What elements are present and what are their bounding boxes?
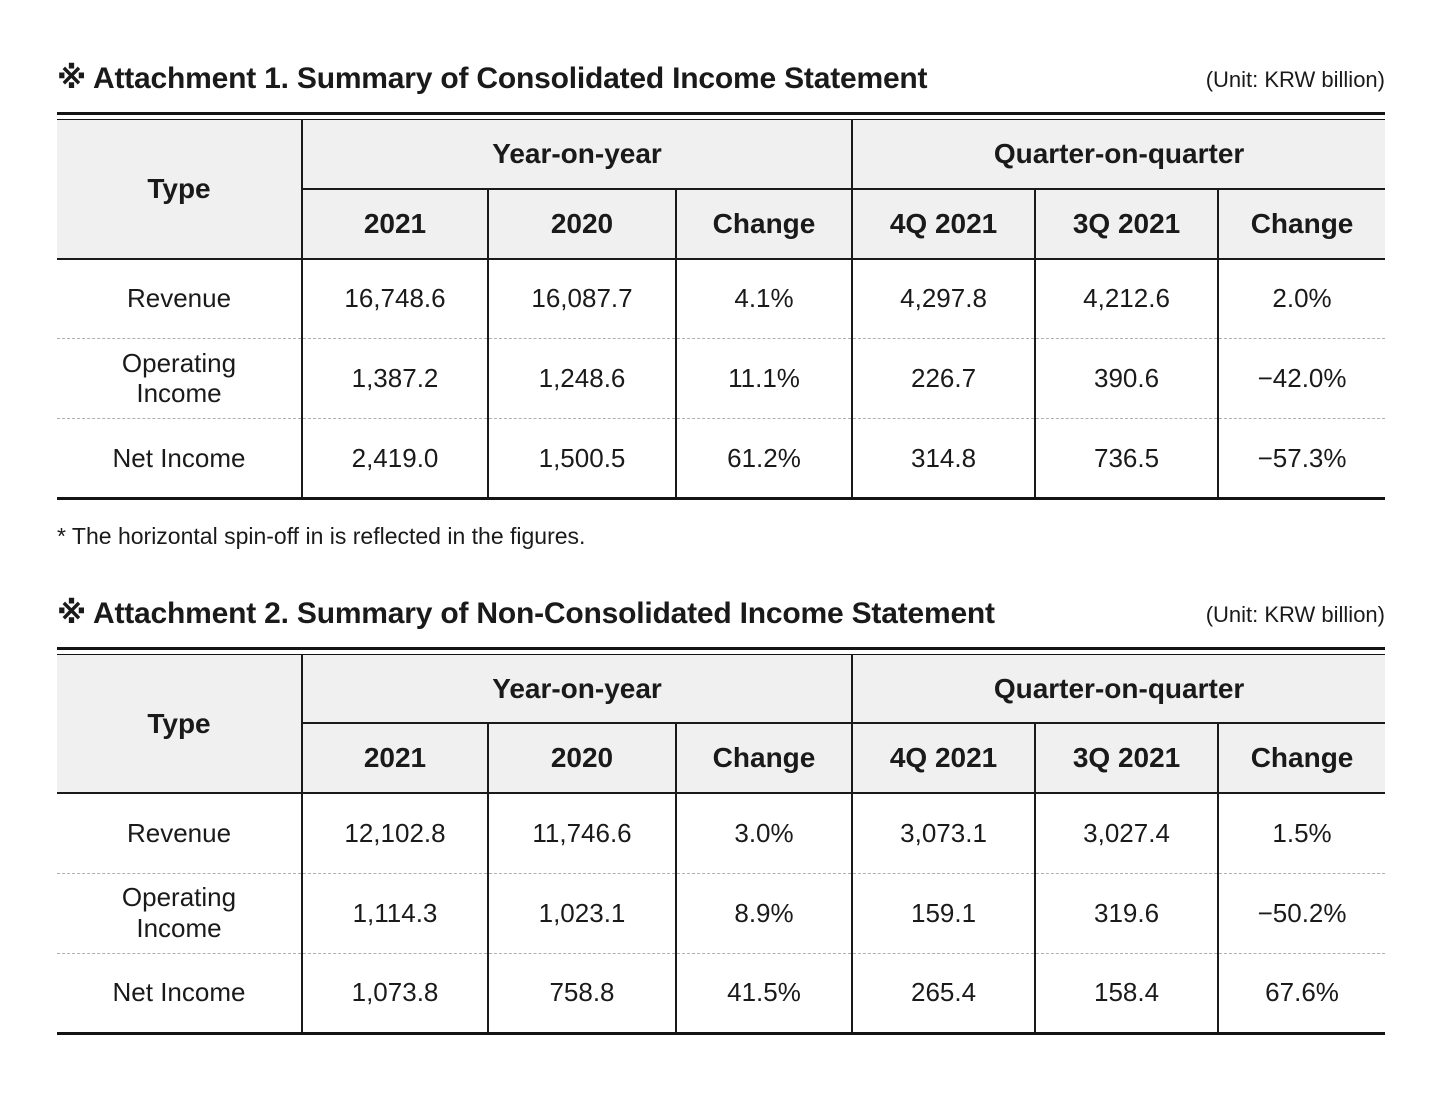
- t2-header-qoq-change: Change: [1217, 723, 1386, 795]
- t1-revenue-qoq-change: 2.0%: [1217, 258, 1386, 339]
- t1-operating-income-2021: 1,387.2: [301, 338, 488, 419]
- attachment-1-title-row: ※ Attachment 1. Summary of Consolidated …: [57, 62, 1385, 95]
- t1-header-4q2021: 4Q 2021: [851, 188, 1036, 260]
- t2-header-yoy-change: Change: [674, 723, 853, 795]
- t2-revenue-2020: 11,746.6: [487, 793, 676, 874]
- t2-net-income-2020: 758.8: [487, 952, 676, 1034]
- non-consolidated-income-table: Type Year-on-year Quarter-on-quarter 202…: [57, 653, 1386, 1035]
- t2-operating-income-3q2021: 319.6: [1034, 872, 1219, 954]
- attachment-2-title: ※ Attachment 2. Summary of Non-Consolida…: [57, 596, 995, 630]
- t1-revenue-yoy-change: 4.1%: [674, 258, 853, 339]
- page: ※ Attachment 1. Summary of Consolidated …: [57, 62, 1386, 1035]
- t1-revenue-4q2021: 4,297.8: [851, 258, 1036, 339]
- t2-revenue-yoy-change: 3.0%: [674, 793, 853, 874]
- t1-operating-income-2020: 1,248.6: [487, 338, 676, 419]
- t2-header-3q2021: 3Q 2021: [1034, 723, 1219, 795]
- t1-header-2021: 2021: [301, 188, 488, 260]
- t1-header-2020: 2020: [487, 188, 676, 260]
- t2-revenue-qoq-change: 1.5%: [1217, 793, 1386, 874]
- t1-revenue-3q2021: 4,212.6: [1034, 258, 1219, 339]
- t2-net-income-label: Net Income: [57, 952, 302, 1034]
- t1-net-income-yoy-change: 61.2%: [674, 418, 853, 499]
- attachment-1-title: ※ Attachment 1. Summary of Consolidated …: [57, 62, 928, 95]
- t2-operating-income-4q2021: 159.1: [851, 872, 1036, 954]
- t1-operating-income-yoy-change: 11.1%: [674, 338, 853, 419]
- t1-net-income-qoq-change: −57.3%: [1217, 418, 1386, 499]
- t2-row-operating-income: Operating Income 1,114.3 1,023.1 8.9% 15…: [57, 872, 1386, 954]
- attachment-1-section: ※ Attachment 1. Summary of Consolidated …: [57, 62, 1386, 551]
- t2-header-type: Type: [57, 654, 302, 795]
- t1-row-revenue: Revenue 16,748.6 16,087.7 4.1% 4,297.8 4…: [57, 258, 1386, 339]
- t1-row-net-income: Net Income 2,419.0 1,500.5 61.2% 314.8 7…: [57, 418, 1386, 499]
- t1-net-income-4q2021: 314.8: [851, 418, 1036, 499]
- t2-header-2021: 2021: [301, 723, 488, 795]
- t2-net-income-4q2021: 265.4: [851, 952, 1036, 1034]
- attachment-2-unit-label: (Unit: KRW billion): [1205, 601, 1385, 627]
- t1-revenue-2020: 16,087.7: [487, 258, 676, 339]
- t1-operating-income-label: Operating Income: [57, 338, 302, 419]
- spin-off-footnote: * The horizontal spin-off in is reflecte…: [57, 523, 586, 549]
- t2-header-2020: 2020: [487, 723, 676, 795]
- non-consolidated-income-table-wrap: Type Year-on-year Quarter-on-quarter 202…: [57, 646, 1386, 1035]
- t2-operating-income-2021: 1,114.3: [301, 872, 488, 954]
- t2-revenue-label: Revenue: [57, 793, 302, 874]
- t1-revenue-label: Revenue: [57, 258, 302, 339]
- t2-header-group-qoq: Quarter-on-quarter: [851, 654, 1386, 725]
- t1-operating-income-3q2021: 390.6: [1034, 338, 1219, 419]
- t2-row-net-income: Net Income 1,073.8 758.8 41.5% 265.4 158…: [57, 952, 1386, 1034]
- t1-revenue-2021: 16,748.6: [301, 258, 488, 339]
- t1-header-type: Type: [57, 119, 302, 260]
- t1-header-qoq-change: Change: [1217, 188, 1386, 260]
- t2-operating-income-2020: 1,023.1: [487, 872, 676, 954]
- t2-net-income-3q2021: 158.4: [1034, 952, 1219, 1034]
- t1-row-operating-income: Operating Income 1,387.2 1,248.6 11.1% 2…: [57, 338, 1386, 419]
- t2-revenue-2021: 12,102.8: [301, 793, 488, 874]
- t1-header-3q2021: 3Q 2021: [1034, 188, 1219, 260]
- t2-operating-income-qoq-change: −50.2%: [1217, 872, 1386, 954]
- t2-net-income-2021: 1,073.8: [301, 952, 488, 1034]
- consolidated-income-table-wrap: Type Year-on-year Quarter-on-quarter 202…: [57, 112, 1386, 500]
- t1-operating-income-4q2021: 226.7: [851, 338, 1036, 419]
- t1-net-income-2021: 2,419.0: [301, 418, 488, 499]
- t2-operating-income-label: Operating Income: [57, 872, 302, 954]
- t1-net-income-3q2021: 736.5: [1034, 418, 1219, 499]
- attachment-2-section: ※ Attachment 2. Summary of Non-Consolida…: [57, 597, 1386, 1035]
- t2-net-income-yoy-change: 41.5%: [674, 952, 853, 1034]
- t1-header-yoy-change: Change: [674, 188, 853, 260]
- t2-header-group-yoy: Year-on-year: [300, 654, 853, 725]
- t1-header-group-qoq: Quarter-on-quarter: [851, 119, 1386, 190]
- t2-header-4q2021: 4Q 2021: [851, 723, 1036, 795]
- attachment-1-unit-label: (Unit: KRW billion): [1205, 67, 1385, 92]
- t1-operating-income-qoq-change: −42.0%: [1217, 338, 1386, 419]
- t1-header-group-yoy: Year-on-year: [300, 119, 853, 190]
- attachment-2-title-row: ※ Attachment 2. Summary of Non-Consolida…: [57, 597, 1385, 630]
- t2-revenue-4q2021: 3,073.1: [851, 793, 1036, 874]
- t2-operating-income-yoy-change: 8.9%: [674, 872, 853, 954]
- t1-net-income-2020: 1,500.5: [487, 418, 676, 499]
- t1-net-income-label: Net Income: [57, 418, 302, 499]
- t2-row-revenue: Revenue 12,102.8 11,746.6 3.0% 3,073.1 3…: [57, 793, 1386, 874]
- consolidated-income-table: Type Year-on-year Quarter-on-quarter 202…: [57, 119, 1386, 500]
- t2-revenue-3q2021: 3,027.4: [1034, 793, 1219, 874]
- t2-net-income-qoq-change: 67.6%: [1217, 952, 1386, 1034]
